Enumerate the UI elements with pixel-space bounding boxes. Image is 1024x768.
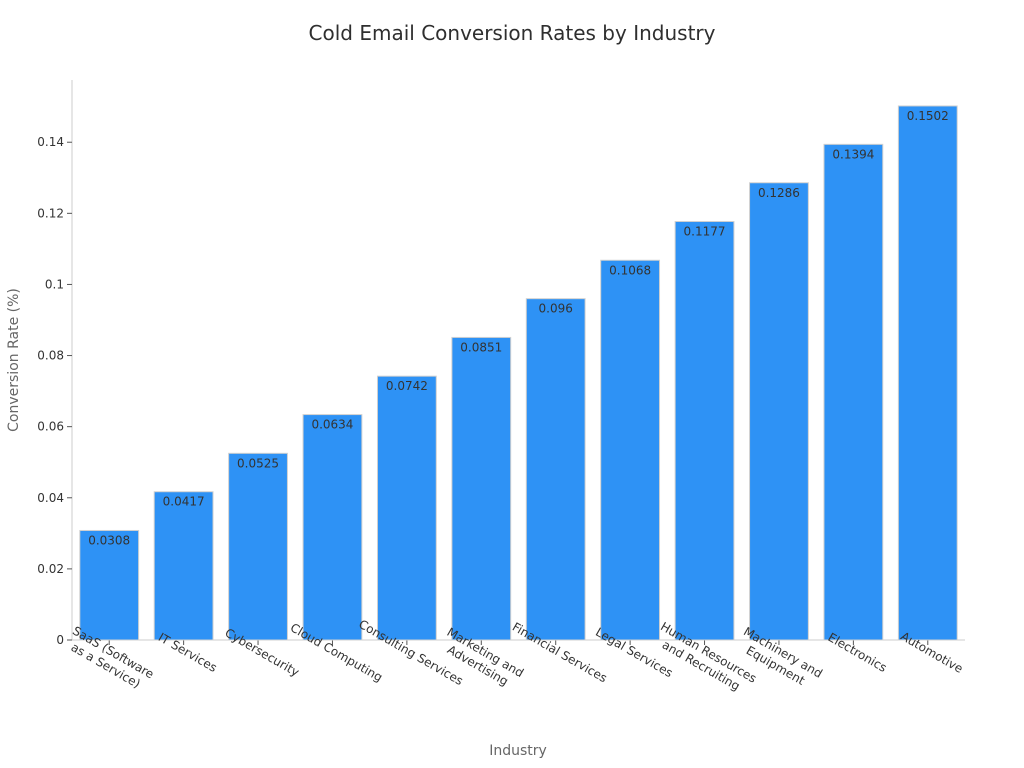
bar-value-label: 0.1068 — [609, 263, 651, 277]
bar — [376, 375, 437, 641]
bar-value-label: 0.1177 — [684, 225, 726, 239]
y-axis-label: Conversion Rate (%) — [6, 288, 22, 432]
bar — [525, 298, 586, 641]
chart-title: Cold Email Conversion Rates by Industry — [309, 21, 716, 45]
bar-value-label: 0.1286 — [758, 186, 800, 200]
bar — [823, 143, 884, 641]
bar — [228, 452, 288, 641]
bar-value-label: 0.0742 — [386, 379, 428, 393]
y-tick-label: 0.08 — [37, 349, 64, 363]
y-tick-label: 0.14 — [37, 135, 64, 149]
bar-value-label: 0.0851 — [460, 340, 502, 354]
x-axis — [72, 639, 965, 645]
bar-value-label: 0.0525 — [237, 456, 279, 470]
bar-value-label: 0.1394 — [832, 147, 874, 161]
bar — [600, 259, 661, 641]
y-tick-label: 0.02 — [37, 562, 64, 576]
y-tick-label: 0.06 — [37, 420, 64, 434]
y-tick-label: 0.12 — [37, 206, 64, 220]
bar — [79, 529, 140, 641]
bar — [674, 221, 735, 641]
bar-value-label: 0.0417 — [163, 495, 205, 509]
y-axis: 0 0.02 0.04 0.06 0.08 0.1 0.12 0.14 — [37, 80, 73, 647]
x-axis-label: Industry — [489, 743, 547, 759]
bar-value-label: 0.0308 — [88, 533, 130, 547]
data-labels-group: 0.0308 0.0417 0.0525 0.0634 0.0742 0.0851 0.09… — [88, 109, 949, 548]
bar — [897, 105, 958, 641]
bar-value-label: 0.0634 — [311, 418, 353, 432]
bar-value-label: 0.1502 — [907, 109, 949, 123]
bar-value-label: 0.096 — [539, 302, 573, 316]
y-tick-label: 0 — [56, 633, 64, 647]
bar — [451, 336, 512, 641]
y-tick-label: 0.1 — [45, 277, 64, 291]
bars-group — [79, 105, 958, 641]
bar — [153, 491, 214, 641]
bar — [302, 414, 363, 641]
y-tick-label: 0.04 — [37, 491, 64, 505]
bar — [749, 182, 809, 641]
